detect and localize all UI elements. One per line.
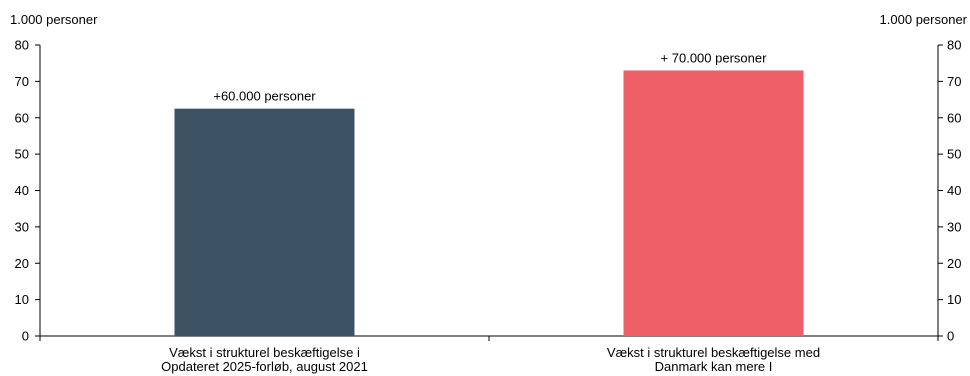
right-y-tick-label: 10 bbox=[947, 292, 961, 307]
right-y-tick-label: 70 bbox=[947, 74, 961, 89]
right-y-tick-label: 80 bbox=[947, 38, 961, 53]
left-y-axis-title: 1.000 personer bbox=[10, 12, 98, 27]
left-y-tick-label: 40 bbox=[15, 183, 29, 198]
left-y-tick-label: 60 bbox=[15, 110, 29, 125]
right-y-axis-title: 1.000 personer bbox=[880, 12, 968, 27]
x-category-label: Vækst i strukturel beskæftigelse i bbox=[169, 345, 360, 360]
right-y-tick-label: 60 bbox=[947, 110, 961, 125]
x-category-label: Danmark kan mere I bbox=[655, 359, 773, 374]
bar bbox=[174, 108, 355, 336]
left-y-tick-label: 10 bbox=[15, 292, 29, 307]
axes: 0 0 10 10 20 20 30 30 40 40 50 50 60 60 70 70 80 80 bbox=[15, 38, 962, 344]
left-y-tick-label: 20 bbox=[15, 256, 29, 271]
right-y-tick-label: 40 bbox=[947, 183, 961, 198]
bar-data-label: + 70.000 personer bbox=[661, 50, 768, 65]
left-y-tick-label: 30 bbox=[15, 219, 29, 234]
right-y-tick-label: 50 bbox=[947, 147, 961, 162]
x-category-label: Vækst i strukturel beskæftigelse med bbox=[607, 345, 820, 360]
left-y-tick-label: 0 bbox=[22, 329, 29, 344]
x-category-label: Opdateret 2025-forløb, august 2021 bbox=[161, 359, 368, 374]
right-y-tick-label: 0 bbox=[947, 329, 954, 344]
right-y-tick-label: 20 bbox=[947, 256, 961, 271]
left-y-tick-label: 50 bbox=[15, 147, 29, 162]
labels: +60.000 personer Vækst i strukturel beskæ… bbox=[161, 50, 820, 374]
bar bbox=[623, 70, 804, 337]
bar-data-label: +60.000 personer bbox=[213, 89, 316, 104]
right-y-tick-label: 30 bbox=[947, 219, 961, 234]
left-y-tick-label: 80 bbox=[15, 38, 29, 53]
left-y-tick-label: 70 bbox=[15, 74, 29, 89]
bars bbox=[174, 70, 804, 337]
